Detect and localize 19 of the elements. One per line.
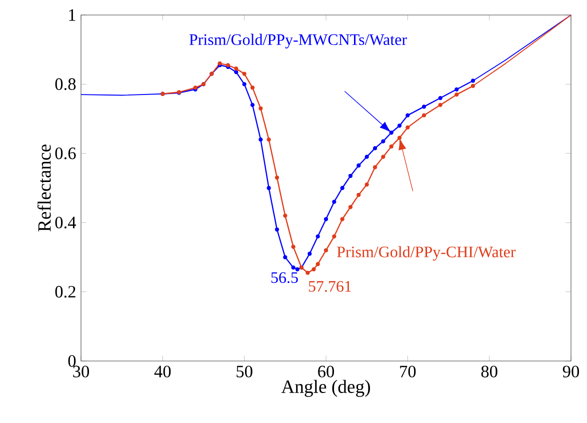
x-tick-label: 50 [236, 366, 252, 378]
y-axis-title: Reflectance [37, 144, 51, 232]
x-tick-label: 30 [73, 366, 90, 378]
x-tick-label: 80 [481, 366, 498, 378]
x-tick-label: 70 [400, 366, 416, 378]
y-tick-label: 0.6 [55, 148, 76, 160]
y-tick-label: 0 [68, 355, 76, 367]
y-tick-label: 0.2 [55, 286, 76, 298]
annotation: 56.5 [271, 272, 298, 284]
x-tick-label: 40 [154, 366, 171, 378]
x-tick-label: 60 [318, 366, 334, 378]
x-axis-title: Angle (deg) [281, 380, 370, 397]
series-label: Prism/Gold/PPy-CHI/Water [337, 246, 516, 261]
x-tick-label: 90 [562, 366, 579, 378]
annotation: 57.761 [308, 281, 352, 292]
text: Prism/Gold/PPy-MWCNTs/Water [189, 34, 407, 48]
y-tick-label: 0.8 [55, 78, 76, 90]
y-tick-label: 1 [69, 9, 76, 21]
y-tick-label: 0.4 [55, 216, 76, 228]
